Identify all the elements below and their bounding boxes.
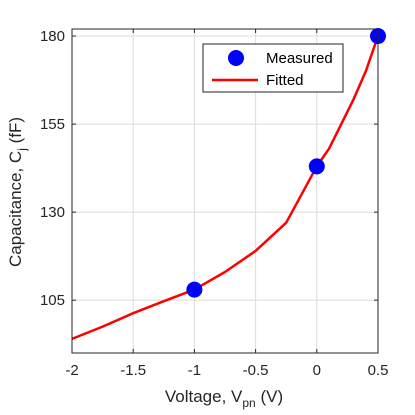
legend-box	[202, 43, 344, 93]
measured-series	[186, 28, 386, 298]
measured-point	[308, 158, 325, 175]
legend-measured-label: Measured	[266, 50, 333, 67]
x-tick-label: 0.5	[368, 362, 389, 379]
x-tick-label: -1.5	[120, 362, 146, 379]
legend-fitted-label: Fitted	[266, 72, 304, 89]
x-tick-label: -2	[65, 362, 78, 379]
x-tick-label: -0.5	[243, 362, 269, 379]
y-tick-label: 180	[40, 28, 65, 45]
measured-point	[186, 281, 203, 298]
y-axis-label: Capacitance, Cj (fF)	[6, 117, 29, 267]
x-tick-label: 0	[313, 362, 321, 379]
x-axis-label: Voltage, Vpn (V)	[165, 387, 283, 410]
y-tick-label: 155	[40, 116, 65, 133]
legend: Measured Fitted	[202, 43, 344, 93]
x-tick-label: -1	[188, 362, 201, 379]
plot-frame	[71, 28, 379, 354]
fitted-curve	[71, 35, 380, 341]
axis-ticks: -2 -1.5 -1 -0.5 0 0.5 105 130 155 180	[40, 28, 388, 379]
y-tick-label: 105	[40, 292, 65, 309]
fitted-series	[71, 35, 380, 341]
legend-measured-marker	[228, 50, 244, 66]
y-tick-label: 130	[40, 204, 65, 221]
